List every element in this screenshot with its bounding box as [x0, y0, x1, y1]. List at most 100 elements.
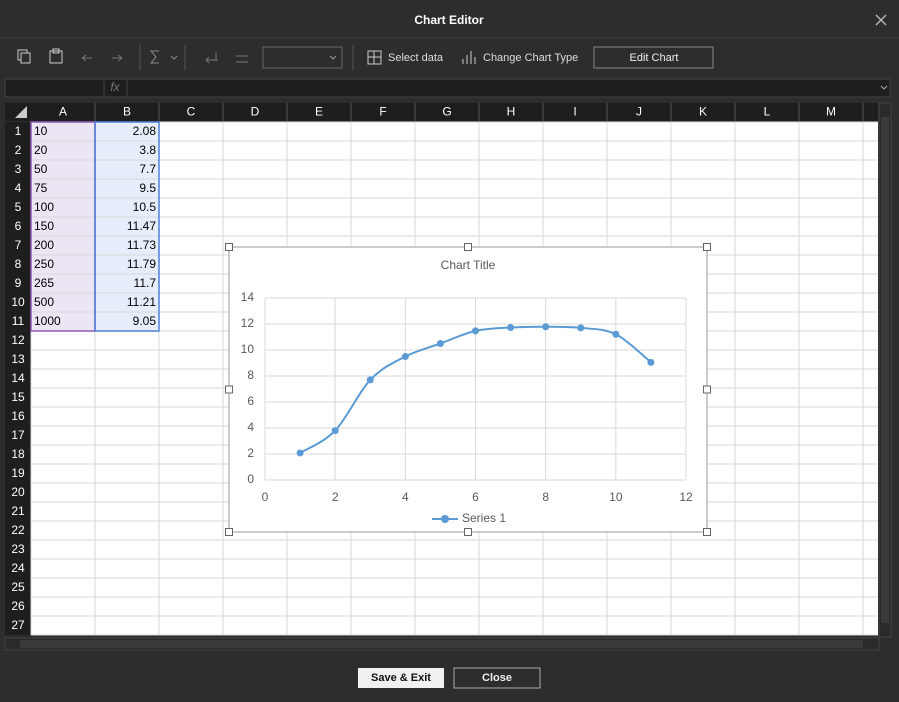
- resize-handle: [225, 385, 233, 394]
- cell: 1000: [34, 314, 61, 328]
- resize-handle: [703, 528, 711, 536]
- cell: 100: [34, 200, 54, 214]
- save-exit-label[interactable]: Save & Exit: [371, 672, 431, 684]
- column-header: F: [379, 105, 386, 119]
- data-point: [436, 340, 444, 347]
- expand-icon[interactable]: [880, 85, 888, 90]
- data-point: [472, 327, 479, 335]
- row-header: 8: [15, 257, 22, 271]
- change-chart-type-button[interactable]: Change Chart Type: [483, 52, 578, 64]
- selection-fill: [31, 122, 95, 141]
- selection-fill: [31, 312, 95, 331]
- y-tick-label: 6: [247, 394, 254, 408]
- close-button[interactable]: [453, 667, 541, 689]
- fx-label: fx: [110, 80, 120, 94]
- y-tick-label: 4: [247, 420, 254, 434]
- row-header: 21: [11, 504, 25, 518]
- row-header: 25: [11, 580, 25, 594]
- data-point: [331, 427, 339, 435]
- close-label[interactable]: Close: [482, 672, 512, 684]
- cell: 200: [34, 238, 54, 252]
- resize-handle: [464, 243, 472, 251]
- edit-chart-label[interactable]: Edit Chart: [630, 52, 679, 64]
- row-header: 1: [15, 124, 22, 138]
- cell: 11.79: [127, 257, 156, 271]
- y-tick-label: 10: [241, 342, 255, 356]
- cell: 10: [34, 124, 48, 138]
- column-header: K: [699, 105, 707, 119]
- row-header: 20: [11, 485, 25, 499]
- selection-fill: [95, 217, 159, 236]
- chart-frame: [228, 246, 708, 533]
- column-header: M: [826, 105, 836, 119]
- scroll-thumb[interactable]: [881, 117, 889, 623]
- cell: 11.7: [134, 276, 157, 290]
- x-tick-label: 12: [679, 490, 693, 504]
- cell: 500: [34, 295, 54, 309]
- selection-fill: [31, 160, 95, 179]
- selection-fill: [95, 198, 159, 217]
- selection-fill: [95, 236, 159, 255]
- resize-handle: [225, 243, 233, 251]
- selection-fill: [31, 236, 95, 255]
- y-tick-label: 0: [247, 472, 254, 486]
- row-header: 10: [11, 295, 25, 309]
- formula-bar[interactable]: [4, 78, 891, 98]
- x-tick-label: 8: [542, 490, 549, 504]
- data-point: [577, 324, 585, 332]
- cell: 11.47: [127, 219, 156, 233]
- column-header: E: [315, 105, 323, 119]
- row-header: 2: [15, 143, 22, 157]
- cell: 50: [34, 162, 48, 176]
- cell: 7.7: [139, 162, 156, 176]
- row-header: 22: [11, 523, 25, 537]
- save-exit-button[interactable]: [358, 668, 444, 688]
- row-header: 27: [11, 618, 25, 632]
- column-header: I: [573, 105, 576, 119]
- data-point: [366, 376, 374, 384]
- column-header: H: [507, 105, 516, 119]
- cell: 20: [34, 143, 48, 157]
- column-header: L: [764, 105, 771, 119]
- cell: 11.21: [127, 295, 156, 309]
- cell: 150: [34, 219, 54, 233]
- cell: 3.8: [139, 143, 156, 157]
- data-point: [507, 324, 515, 332]
- column-header: D: [251, 105, 260, 119]
- resize-handle: [703, 243, 711, 251]
- scroll-thumb[interactable]: [20, 640, 863, 648]
- cell: 2.08: [133, 124, 157, 138]
- range-border: [94, 121, 160, 332]
- y-tick-label: 14: [241, 290, 255, 304]
- selection-fill: [31, 274, 95, 293]
- select-data-button[interactable]: Select data: [388, 52, 444, 64]
- selection-fill: [31, 198, 95, 217]
- selection-fill: [95, 141, 159, 160]
- embedded-chart[interactable]: Chart Title 0 2 4 6 8 10 12 14 0 2 4 6 8 10 12 Series 1: [225, 243, 711, 536]
- selection-fill: [31, 217, 95, 236]
- row-header: 23: [11, 542, 25, 556]
- edit-chart-button[interactable]: [593, 46, 714, 69]
- y-tick-label: 2: [247, 446, 254, 460]
- row-header: 24: [11, 561, 25, 575]
- selection-fill: [31, 293, 95, 312]
- row-header: 7: [15, 238, 22, 252]
- selection-fill: [95, 312, 159, 331]
- y-tick-label: 8: [247, 368, 254, 382]
- cell: 9.5: [139, 181, 156, 195]
- row-header: 11: [12, 314, 25, 328]
- row-header: 3: [15, 162, 22, 176]
- row-header: 14: [11, 371, 25, 385]
- legend-marker: [441, 515, 449, 523]
- cell: 250: [34, 257, 54, 271]
- resize-handle: [464, 528, 472, 536]
- column-header: B: [123, 105, 131, 119]
- row-header: 16: [11, 409, 25, 423]
- cell: 265: [34, 276, 54, 290]
- row-header: 12: [11, 333, 25, 347]
- selection-fill: [95, 274, 159, 293]
- close-icon[interactable]: [875, 14, 887, 26]
- legend-label: Series 1: [462, 511, 506, 525]
- selection-fill: [31, 179, 95, 198]
